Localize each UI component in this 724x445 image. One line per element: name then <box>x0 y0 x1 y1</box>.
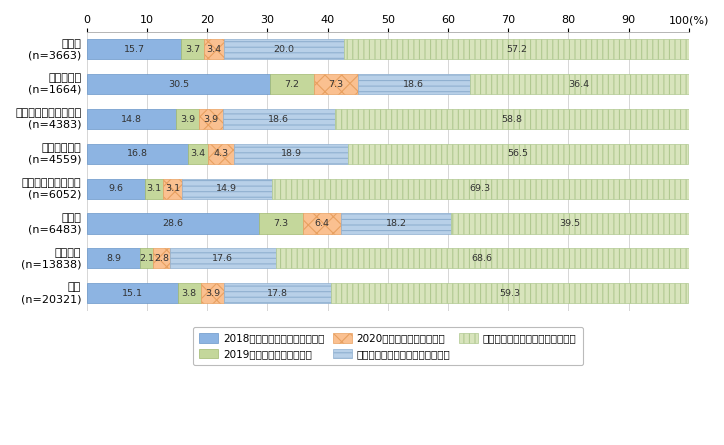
Text: 30.5: 30.5 <box>168 80 189 89</box>
Bar <box>224 39 345 60</box>
Bar <box>348 144 689 164</box>
Text: 17.6: 17.6 <box>212 254 233 263</box>
Bar <box>87 283 177 303</box>
Bar <box>272 178 689 199</box>
Text: 18.6: 18.6 <box>269 114 290 124</box>
Bar <box>334 109 689 129</box>
Text: 18.9: 18.9 <box>281 150 302 158</box>
Bar <box>87 39 181 60</box>
Bar <box>331 283 689 303</box>
Bar <box>201 283 224 303</box>
Bar <box>276 248 689 268</box>
Bar <box>87 144 188 164</box>
Bar <box>170 248 276 268</box>
Bar <box>87 109 176 129</box>
Text: 3.1: 3.1 <box>165 184 180 193</box>
Text: 69.3: 69.3 <box>470 184 491 193</box>
Text: 56.5: 56.5 <box>508 150 529 158</box>
Bar <box>153 248 170 268</box>
Bar <box>451 214 689 234</box>
Bar <box>87 74 271 94</box>
Text: 2.1: 2.1 <box>139 254 154 263</box>
Bar <box>345 39 689 60</box>
Bar <box>181 39 203 60</box>
Text: 8.9: 8.9 <box>106 254 121 263</box>
Bar <box>223 109 334 129</box>
Text: 28.6: 28.6 <box>162 219 183 228</box>
Bar <box>188 144 209 164</box>
Text: 7.3: 7.3 <box>274 219 289 228</box>
Text: 3.9: 3.9 <box>180 114 195 124</box>
Bar <box>176 109 199 129</box>
Bar <box>470 74 689 94</box>
Bar <box>224 283 331 303</box>
Bar <box>271 74 313 94</box>
Text: 18.6: 18.6 <box>403 80 424 89</box>
Bar <box>177 283 201 303</box>
Bar <box>87 178 145 199</box>
Bar <box>140 248 153 268</box>
Text: 7.3: 7.3 <box>328 80 343 89</box>
Bar <box>303 214 342 234</box>
Text: 59.3: 59.3 <box>499 289 521 298</box>
Text: 15.1: 15.1 <box>122 289 143 298</box>
Text: 68.6: 68.6 <box>472 254 493 263</box>
Bar <box>145 178 163 199</box>
Bar <box>182 178 272 199</box>
Text: 3.7: 3.7 <box>185 45 200 54</box>
Bar <box>209 144 235 164</box>
Text: 57.2: 57.2 <box>506 45 527 54</box>
Bar <box>203 39 224 60</box>
Text: 20.0: 20.0 <box>274 45 295 54</box>
Text: 16.8: 16.8 <box>127 150 148 158</box>
Text: 3.1: 3.1 <box>146 184 161 193</box>
Text: 4.3: 4.3 <box>214 150 229 158</box>
Text: 2.8: 2.8 <box>154 254 169 263</box>
Text: 36.4: 36.4 <box>568 80 590 89</box>
Bar <box>313 74 358 94</box>
Text: 9.6: 9.6 <box>108 184 123 193</box>
Bar <box>235 144 348 164</box>
Bar <box>199 109 223 129</box>
Bar <box>163 178 182 199</box>
Text: 17.8: 17.8 <box>267 289 288 298</box>
Text: 18.2: 18.2 <box>386 219 407 228</box>
Text: 6.4: 6.4 <box>315 219 329 228</box>
Text: 3.4: 3.4 <box>206 45 222 54</box>
Bar <box>87 214 259 234</box>
Text: 15.7: 15.7 <box>124 45 145 54</box>
Bar <box>342 214 451 234</box>
Text: 14.8: 14.8 <box>121 114 142 124</box>
Text: 14.9: 14.9 <box>216 184 237 193</box>
Bar <box>87 248 140 268</box>
Text: 39.5: 39.5 <box>560 219 581 228</box>
Text: 3.8: 3.8 <box>182 289 197 298</box>
Text: 7.2: 7.2 <box>285 80 300 89</box>
Text: 58.8: 58.8 <box>501 114 522 124</box>
Text: 3.9: 3.9 <box>203 114 219 124</box>
Text: 3.9: 3.9 <box>205 289 220 298</box>
Bar <box>259 214 303 234</box>
Bar <box>358 74 470 94</box>
Text: 3.4: 3.4 <box>190 150 206 158</box>
Legend: 2018年度以前から実施している, 2019年度から実施している, 2020年度から実施している, 実施していない、今後実施を検討, 実施していない、今後も予定: 2018年度以前から実施している, 2019年度から実施している, 2020年度… <box>193 327 583 365</box>
